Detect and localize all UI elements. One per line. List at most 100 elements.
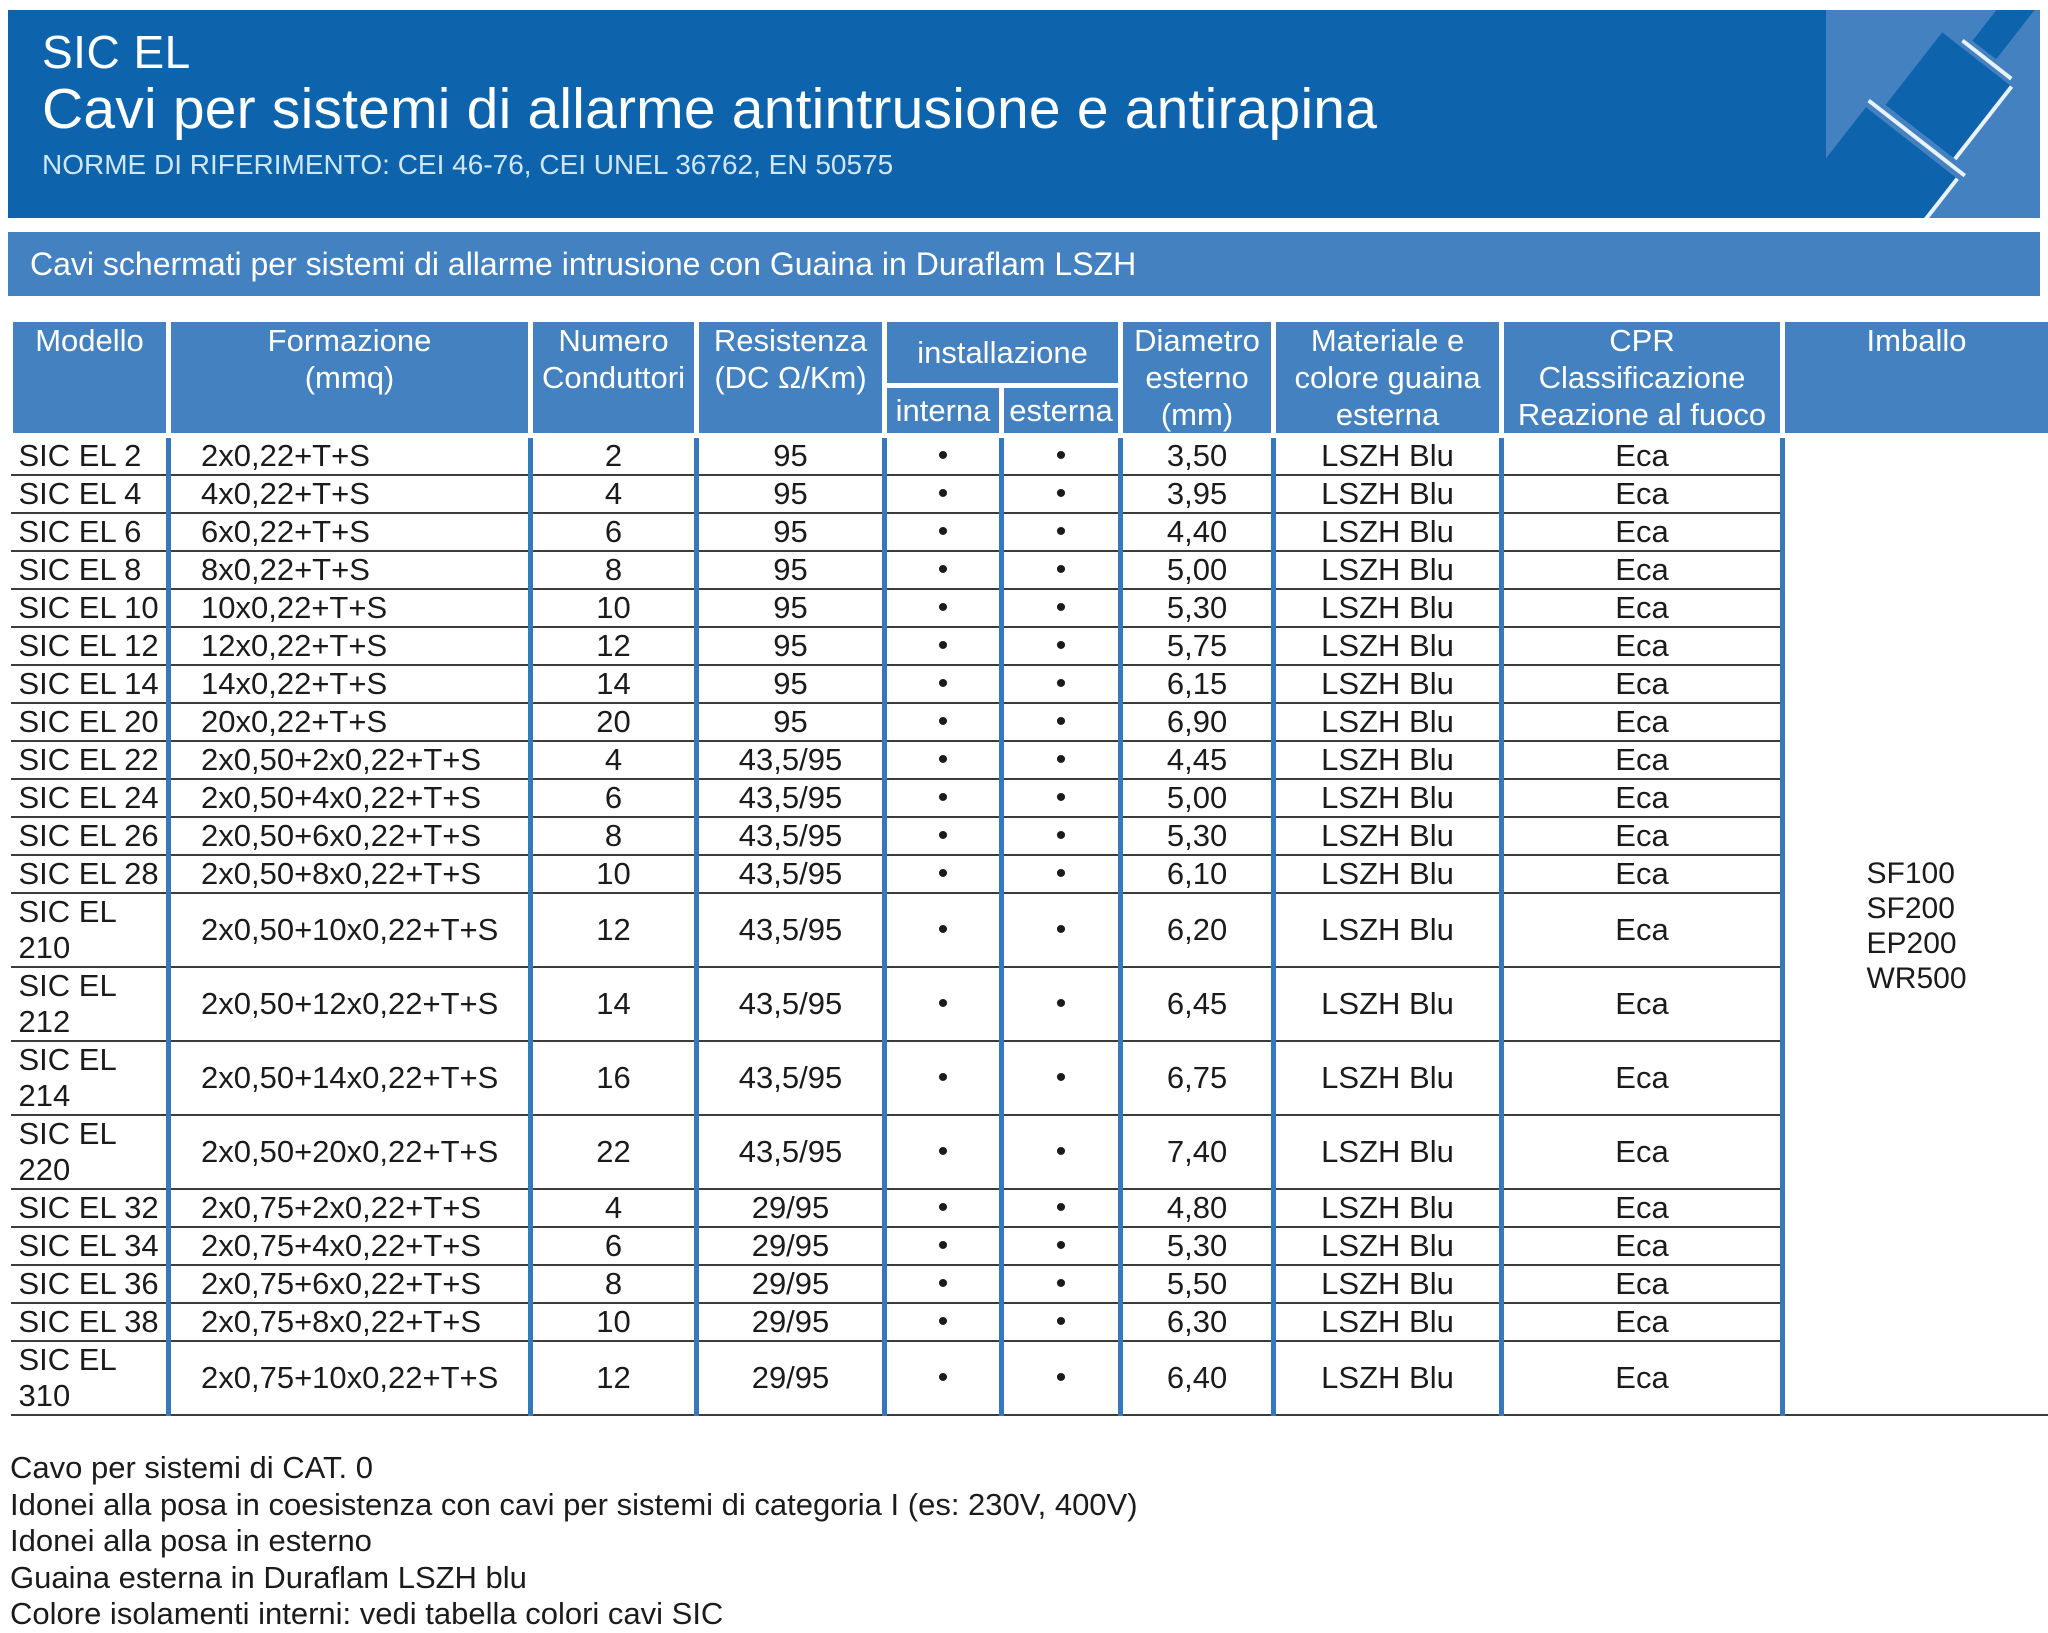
resistenza-cell: 95 [697, 513, 885, 551]
installazione-interna-dot: • [885, 703, 1002, 741]
installazione-esterna-dot: • [1002, 1227, 1121, 1265]
guaina-cell: LSZH Blu [1274, 893, 1502, 967]
resistenza-cell: 95 [697, 665, 885, 703]
formazione-cell: 2x0,75+8x0,22+T+S [169, 1303, 531, 1341]
diametro-cell: 4,45 [1121, 741, 1274, 779]
diametro-cell: 6,75 [1121, 1041, 1274, 1115]
conduttori-cell: 2 [531, 436, 697, 476]
page-header: SIC EL Cavi per sistemi di allarme antin… [8, 10, 2040, 218]
model-cell: SIC EL 38 [11, 1303, 169, 1341]
installazione-esterna-dot: • [1002, 589, 1121, 627]
conduttori-cell: 6 [531, 1227, 697, 1265]
installazione-esterna-dot: • [1002, 513, 1121, 551]
installazione-esterna-dot: • [1002, 893, 1121, 967]
conduttori-cell: 8 [531, 1265, 697, 1303]
diametro-cell: 6,30 [1121, 1303, 1274, 1341]
datasheet-page: SIC EL Cavi per sistemi di allarme antin… [0, 0, 2048, 1442]
model-cell: SIC EL 210 [11, 893, 169, 967]
cpr-cell: Eca [1502, 967, 1783, 1041]
resistenza-cell: 43,5/95 [697, 1041, 885, 1115]
installazione-esterna-dot: • [1002, 779, 1121, 817]
footnotes: Cavo per sistemi di CAT. 0 Idonei alla p… [8, 1450, 2040, 1633]
installazione-interna-dot: • [885, 589, 1002, 627]
installazione-interna-dot: • [885, 1265, 1002, 1303]
installazione-esterna-dot: • [1002, 703, 1121, 741]
diametro-cell: 4,40 [1121, 513, 1274, 551]
guaina-cell: LSZH Blu [1274, 817, 1502, 855]
formazione-cell: 2x0,50+6x0,22+T+S [169, 817, 531, 855]
conduttori-cell: 16 [531, 1041, 697, 1115]
installazione-esterna-dot: • [1002, 1265, 1121, 1303]
cpr-cell: Eca [1502, 1115, 1783, 1189]
diametro-cell: 3,95 [1121, 475, 1274, 513]
model-cell: SIC EL 310 [11, 1341, 169, 1415]
installazione-interna-dot: • [885, 1227, 1002, 1265]
installazione-interna-dot: • [885, 1189, 1002, 1227]
diametro-cell: 6,15 [1121, 665, 1274, 703]
guaina-cell: LSZH Blu [1274, 513, 1502, 551]
cpr-cell: Eca [1502, 551, 1783, 589]
model-cell: SIC EL 20 [11, 703, 169, 741]
footnote-line: Colore isolamenti interni: vedi tabella … [10, 1596, 2040, 1633]
installazione-esterna-dot: • [1002, 855, 1121, 893]
conduttori-cell: 20 [531, 703, 697, 741]
conduttori-cell: 6 [531, 513, 697, 551]
conduttori-cell: 14 [531, 967, 697, 1041]
imballo-values: SF100 SF200 EP200 WR500 [1866, 856, 1966, 996]
installazione-interna-dot: • [885, 436, 1002, 476]
col-header-diametro: Diametro esterno (mm) [1121, 320, 1274, 436]
resistenza-cell: 95 [697, 475, 885, 513]
installazione-esterna-dot: • [1002, 1041, 1121, 1115]
resistenza-cell: 29/95 [697, 1265, 885, 1303]
model-cell: SIC EL 2 [11, 436, 169, 476]
installazione-interna-dot: • [885, 1041, 1002, 1115]
formazione-cell: 2x0,50+8x0,22+T+S [169, 855, 531, 893]
cpr-cell: Eca [1502, 1227, 1783, 1265]
imballo-cell: SF100 SF200 EP200 WR500 [1783, 436, 2048, 1416]
installazione-esterna-dot: • [1002, 1189, 1121, 1227]
installazione-interna-dot: • [885, 665, 1002, 703]
diametro-cell: 7,40 [1121, 1115, 1274, 1189]
cpr-cell: Eca [1502, 627, 1783, 665]
formazione-cell: 20x0,22+T+S [169, 703, 531, 741]
conduttori-cell: 10 [531, 855, 697, 893]
model-cell: SIC EL 22 [11, 741, 169, 779]
diametro-cell: 5,50 [1121, 1265, 1274, 1303]
guaina-cell: LSZH Blu [1274, 1341, 1502, 1415]
cpr-cell: Eca [1502, 893, 1783, 967]
formazione-cell: 2x0,50+20x0,22+T+S [169, 1115, 531, 1189]
formazione-cell: 8x0,22+T+S [169, 551, 531, 589]
page-title: Cavi per sistemi di allarme antintrusion… [42, 79, 2040, 141]
col-header-resistenza: Resistenza (DC Ω/Km) [697, 320, 885, 436]
col-header-materiale: Materiale e colore guaina esterna [1274, 320, 1502, 436]
cable-icon [1826, 10, 2040, 218]
guaina-cell: LSZH Blu [1274, 1265, 1502, 1303]
cpr-cell: Eca [1502, 1189, 1783, 1227]
footnote-line: Guaina esterna in Duraflam LSZH blu [10, 1560, 2040, 1597]
installazione-interna-dot: • [885, 893, 1002, 967]
resistenza-cell: 29/95 [697, 1227, 885, 1265]
installazione-interna-dot: • [885, 475, 1002, 513]
cpr-cell: Eca [1502, 779, 1783, 817]
diametro-cell: 6,10 [1121, 855, 1274, 893]
conduttori-cell: 12 [531, 627, 697, 665]
installazione-interna-dot: • [885, 627, 1002, 665]
installazione-interna-dot: • [885, 1115, 1002, 1189]
col-header-interna: interna [885, 386, 1002, 436]
conduttori-cell: 4 [531, 741, 697, 779]
guaina-cell: LSZH Blu [1274, 475, 1502, 513]
product-code: SIC EL [42, 26, 2040, 79]
col-header-formazione: Formazione (mmq) [169, 320, 531, 436]
